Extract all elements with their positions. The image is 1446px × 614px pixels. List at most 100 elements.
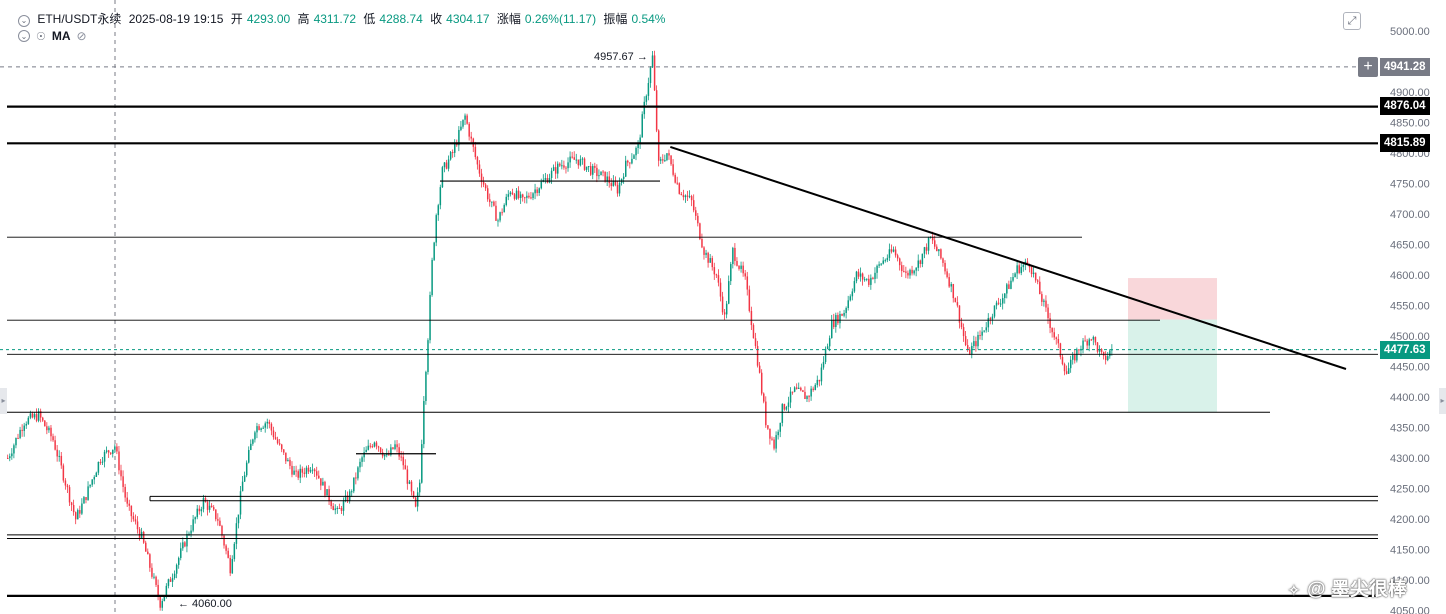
candle	[744, 273, 746, 277]
candle	[412, 491, 415, 498]
candle	[911, 269, 913, 274]
candle	[7, 458, 9, 459]
expand-icon[interactable]: ⤢	[1343, 12, 1361, 30]
candle	[132, 516, 135, 520]
candle	[72, 505, 75, 513]
candle	[204, 498, 207, 503]
candle	[808, 396, 810, 398]
candle	[414, 497, 417, 507]
candle	[130, 505, 133, 517]
candle	[771, 438, 773, 440]
candle	[730, 264, 732, 282]
y-tick-label: 4850.00	[1390, 118, 1430, 130]
candle	[878, 264, 880, 266]
candle	[285, 452, 287, 462]
indicator-ma[interactable]: MA	[51, 29, 71, 43]
candle	[83, 497, 85, 504]
candle	[37, 411, 40, 421]
chevron-down-icon[interactable]: ⌄	[18, 14, 30, 27]
candle	[583, 158, 586, 170]
candle	[923, 247, 926, 254]
candle	[1032, 272, 1035, 275]
candle	[332, 506, 334, 511]
candle	[863, 279, 866, 281]
candle	[985, 327, 987, 331]
candle	[1086, 340, 1088, 346]
candle	[202, 498, 205, 510]
candle	[330, 501, 332, 507]
candle	[107, 450, 110, 453]
candle	[565, 167, 567, 169]
y-tick-label: 4700.00	[1390, 209, 1430, 221]
candle	[682, 195, 685, 198]
candle	[604, 171, 606, 182]
candle	[631, 158, 633, 164]
candle	[550, 170, 553, 179]
candle	[361, 457, 363, 462]
scroll-right-handle[interactable]: ▸	[1439, 388, 1446, 414]
candle	[35, 414, 38, 421]
candle	[672, 164, 674, 175]
candle	[482, 181, 485, 185]
candle	[1067, 368, 1070, 374]
candle	[126, 497, 128, 504]
candle	[781, 404, 784, 423]
candle	[649, 67, 652, 84]
candle	[147, 551, 149, 555]
candle	[476, 157, 479, 165]
stop-loss-zone	[1128, 278, 1217, 320]
candle	[818, 379, 821, 382]
plus-icon[interactable]: +	[1358, 57, 1378, 77]
candle	[103, 451, 106, 462]
candle	[616, 184, 619, 194]
candle	[841, 313, 843, 316]
candle	[369, 445, 372, 447]
candle	[573, 157, 575, 160]
candle	[419, 482, 421, 493]
candle	[307, 467, 310, 472]
candle	[645, 95, 648, 102]
candle	[993, 305, 996, 317]
candle	[907, 272, 909, 276]
candle	[798, 387, 800, 389]
candle	[600, 171, 602, 176]
chevron-down-icon[interactable]: ⌄	[18, 30, 30, 42]
y-tick-label: 4600.00	[1390, 270, 1430, 282]
candle	[245, 462, 248, 476]
candle	[138, 529, 141, 538]
candle	[670, 155, 672, 165]
eye-off-icon[interactable]: ⊘	[76, 29, 87, 43]
candle	[390, 447, 392, 455]
y-tick-label: 4250.00	[1390, 484, 1430, 496]
candle	[33, 414, 36, 418]
candle	[880, 263, 882, 265]
candle	[557, 163, 559, 174]
candle	[938, 249, 940, 252]
candle	[956, 302, 959, 306]
scroll-left-handle[interactable]: ▸	[0, 388, 7, 414]
candle	[206, 502, 209, 510]
symbol-name[interactable]: ETH/USDT永续	[37, 12, 122, 26]
level-price-badge: 4876.04	[1380, 97, 1430, 115]
candle	[408, 481, 411, 484]
candle	[1034, 272, 1037, 281]
candle	[536, 189, 538, 193]
candle	[962, 327, 965, 337]
candle	[268, 421, 271, 424]
candle	[499, 212, 501, 221]
candle	[831, 319, 833, 339]
bell-icon[interactable]: ☉	[36, 30, 46, 43]
candle	[666, 153, 668, 161]
candle	[680, 193, 683, 196]
candle	[50, 427, 52, 437]
candle	[765, 401, 767, 426]
candle	[519, 194, 522, 199]
logo-icon: ✧	[1288, 582, 1300, 598]
change-label: 涨幅	[496, 12, 521, 26]
y-tick-label: 4100.00	[1390, 575, 1430, 587]
candle	[503, 204, 505, 213]
crosshair-price-badge: 4941.28	[1380, 58, 1430, 76]
candle	[250, 443, 252, 451]
candle	[664, 160, 666, 162]
